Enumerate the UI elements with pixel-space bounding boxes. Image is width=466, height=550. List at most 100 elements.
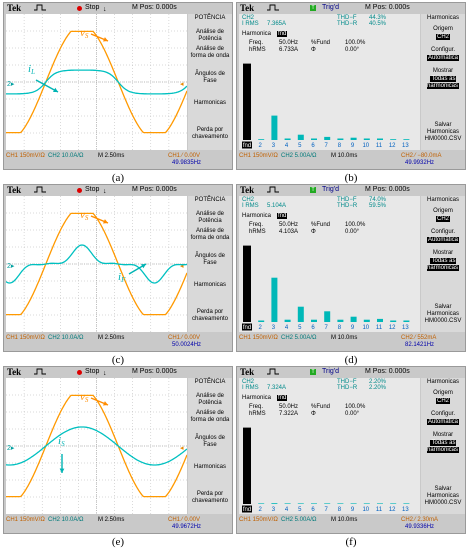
axis-tick-label: 10 [362, 143, 369, 149]
menu-item-3[interactable]: Ângulos de Fase [188, 435, 232, 449]
side-menu: POTÊNCIA Análise de Potência Análise de fo… [188, 378, 232, 514]
trigger-line [34, 4, 46, 11]
menu-item-3[interactable]: Configur. [421, 411, 465, 418]
bar-7 [324, 503, 331, 504]
menu-item-0[interactable]: Harmonicas [421, 197, 465, 204]
menu-item-2[interactable]: Análise de forma de onda [188, 410, 232, 424]
menu-item-4[interactable]: Automática [421, 419, 465, 426]
menu-item-6[interactable]: Todas as harmonicas [421, 440, 465, 454]
menu-item-0[interactable]: POTÊNCIA [188, 197, 232, 204]
thdf-value: 44.3% [369, 15, 387, 21]
menu-item-2[interactable]: CH2 [421, 398, 465, 405]
panel-a: Tek Stop ↓ M Pos: 0.000s 2▸ ◂ vS iL POTÊNCIA Anál… [3, 2, 233, 184]
side-menu: Harmonicas Origem CH2 Configur. Automática Mo… [421, 14, 465, 150]
axis-tick-label: 8 [338, 507, 342, 513]
menu-item-5[interactable]: Perda por chaveamento [188, 491, 232, 505]
pfund-value: 100.0% [345, 222, 366, 228]
timebase: M 2.50ms [98, 153, 125, 159]
menu-item-label: Harmonicas [426, 15, 459, 21]
menu-item-4[interactable]: Automática [421, 237, 465, 244]
menu-item-5[interactable]: Mostrar [421, 68, 465, 75]
ch1-scale: CH1 150mV/Ω [6, 335, 45, 341]
axis-tick-label: 6 [311, 507, 315, 513]
menu-item-3[interactable]: Ângulos de Fase [188, 71, 232, 85]
pfund-label: %Fund [311, 40, 331, 46]
menu-item-label: Mostrar [432, 432, 454, 438]
menu-item-7[interactable]: Salvar Harmonicas [421, 122, 465, 136]
hrms-value: 4.103A [279, 229, 299, 235]
scope-screen: Tek T Trig'd M Pos: 0.000s CH2 I RMS 5.104A THD… [236, 184, 466, 352]
bar-3 [271, 115, 278, 140]
menu-item-label: Configur. [430, 47, 455, 53]
menu-item-5[interactable]: Mostrar [421, 250, 465, 257]
trace-annotation: iS [58, 435, 65, 448]
menu-item-5[interactable]: Perda por chaveamento [188, 127, 232, 141]
menu-item-1[interactable]: Origem [421, 390, 465, 397]
menu-item-4[interactable]: Harmonicas [188, 282, 232, 289]
menu-item-0[interactable]: POTÊNCIA [188, 379, 232, 386]
tick-highlight [242, 141, 252, 149]
menu-item-0[interactable]: Harmonicas [421, 379, 465, 386]
menu-item-5[interactable]: Mostrar [421, 432, 465, 439]
menu-item-label: Análise de Potência [195, 393, 225, 406]
menu-item-6[interactable]: Todas as harmonicas [421, 76, 465, 90]
harmonics-bar-chart: fnd 2 3 4 5 6 7 8 9 10 11 12 13 [242, 245, 410, 331]
thdr-value: 2.20% [369, 385, 387, 391]
menu-item-2[interactable]: Análise de forma de onda [188, 46, 232, 60]
annotation-subscript: S [85, 396, 89, 404]
menu-item-1[interactable]: Análise de Potência [188, 211, 232, 225]
scope-topbar: Tek Stop ↓ M Pos: 0.000s [4, 185, 232, 196]
menu-item-1[interactable]: Origem [421, 208, 465, 215]
trigger-level-marker: ◂ [180, 445, 184, 452]
menu-item-3[interactable]: Configur. [421, 47, 465, 54]
acq-status: Stop [85, 4, 100, 11]
trigger-readout: CH2 ⁄ 552mA [401, 335, 437, 341]
axis-tick-label: 4 [285, 325, 289, 331]
menu-item-0[interactable]: Harmonicas [421, 15, 465, 22]
thdr-label: THD−R [337, 203, 358, 209]
harmonics-display: CH2 I RMS 5.104A THD−F 74.0% THD−R 59.5% Harmon… [239, 196, 420, 332]
menu-item-2[interactable]: Análise de forma de onda [188, 228, 232, 242]
menu-item-1[interactable]: Análise de Potência [188, 393, 232, 407]
annotation-symbol: v [80, 27, 85, 39]
trace-annotation: vS [80, 391, 89, 404]
harmonic-selected: fnd [277, 31, 288, 37]
menu-item-0[interactable]: POTÊNCIA [188, 15, 232, 22]
axis-tick-label: 6 [311, 325, 315, 331]
menu-item-4[interactable]: Harmonicas [188, 464, 232, 471]
trigger-line [267, 4, 279, 11]
timebase: M 10.0ms [331, 153, 358, 159]
ch1-scale: CH1 150mV/Ω [6, 517, 45, 523]
axis-tick-label: 7 [325, 143, 329, 149]
menu-item-3[interactable]: Ângulos de Fase [188, 253, 232, 267]
subfigure-caption: (e) [111, 536, 125, 548]
bar-10 [363, 319, 370, 322]
bar-4 [284, 319, 291, 322]
menu-item-3[interactable]: Configur. [421, 229, 465, 236]
menu-item-5[interactable]: Perda por chaveamento [188, 309, 232, 323]
menu-item-8[interactable]: HM0000.CSV [421, 500, 465, 507]
horizontal-position: M Pos: 0.000s [365, 4, 410, 11]
menu-item-2[interactable]: CH2 [421, 216, 465, 223]
trigger-mode-icon [34, 368, 46, 375]
tick-highlight [242, 505, 252, 513]
menu-item-7[interactable]: Salvar Harmonicas [421, 486, 465, 500]
menu-item-1[interactable]: Origem [421, 26, 465, 33]
menu-item-4[interactable]: Harmonicas [188, 100, 232, 107]
harmonic-label: Harmonica [242, 31, 272, 37]
menu-item-2[interactable]: CH2 [421, 34, 465, 41]
brand-logo: Tek [240, 3, 255, 13]
brand-logo: Tek [7, 3, 22, 13]
trigd-indicator-icon: T [310, 5, 316, 11]
freq-label: Freq. [249, 404, 264, 410]
menu-item-1[interactable]: Análise de Potência [188, 29, 232, 43]
phi-label: Φ [311, 411, 316, 417]
menu-item-7[interactable]: Salvar Harmonicas [421, 304, 465, 318]
menu-item-8[interactable]: HM0000.CSV [421, 136, 465, 143]
frequency-readout: 49.9835Hz [172, 160, 202, 166]
menu-item-4[interactable]: Automática [421, 55, 465, 62]
frequency-readout: 49.9932Hz [405, 160, 435, 166]
menu-item-6[interactable]: Todas as harmonicas [421, 258, 465, 272]
bar-fnd [243, 63, 251, 140]
menu-item-8[interactable]: HM0000.CSV [421, 318, 465, 325]
